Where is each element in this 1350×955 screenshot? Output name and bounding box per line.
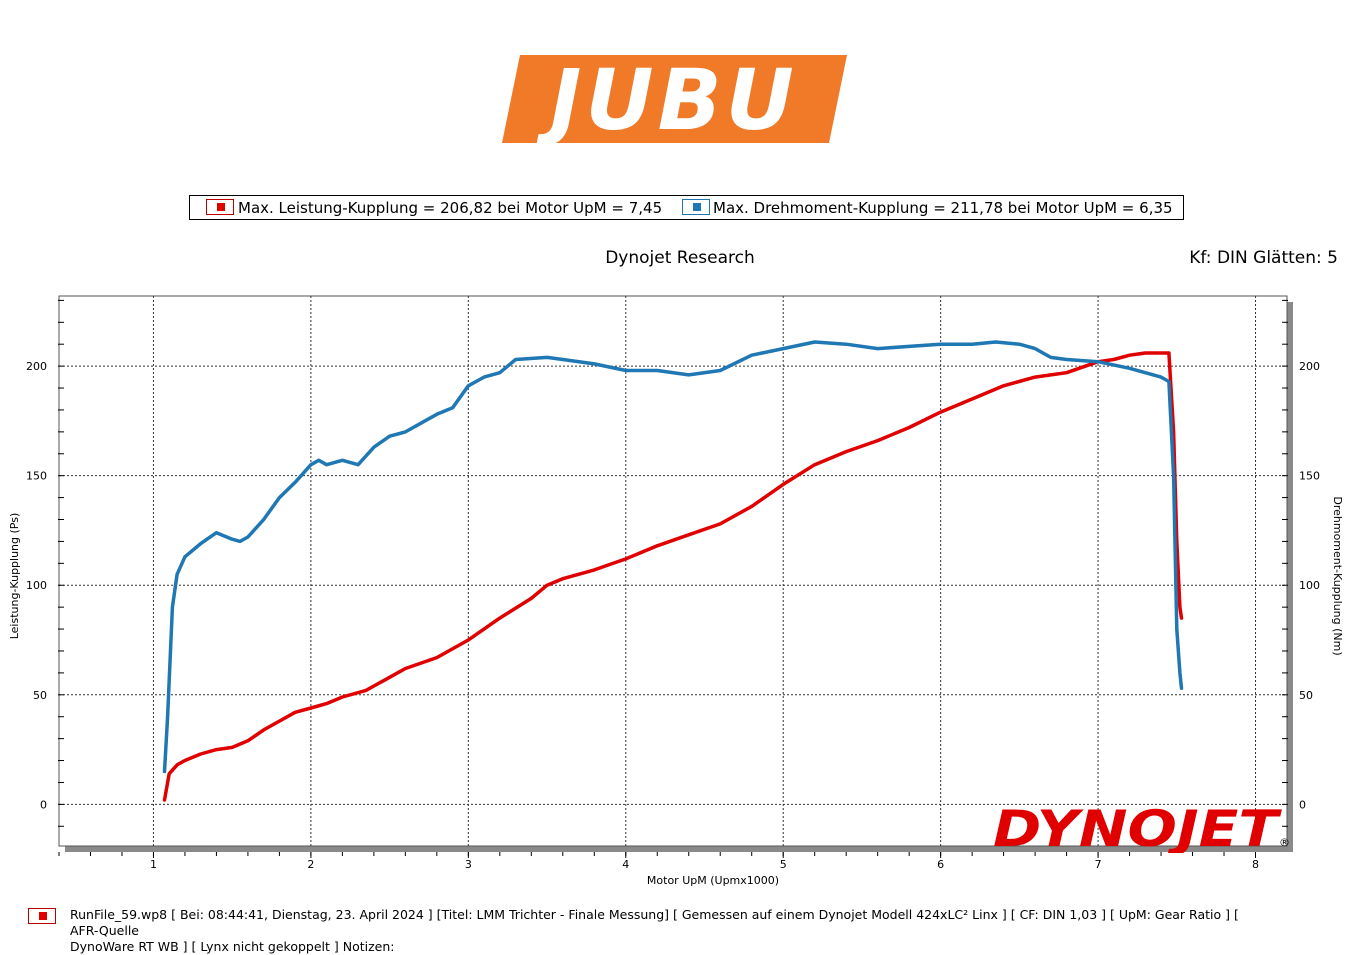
y-tick-label-left: 100: [26, 579, 47, 592]
legend-swatch-power: [206, 199, 234, 215]
registered-mark: ®: [1279, 836, 1290, 849]
y-tick-label-left: 0: [40, 798, 47, 811]
run-info-line-1: RunFile_59.wp8 [ Bei: 08:44:41, Dienstag…: [70, 907, 1239, 938]
y-tick-label-right: 0: [1299, 798, 1306, 811]
chart-legend: Max. Leistung-Kupplung = 206,82 bei Moto…: [189, 195, 1184, 220]
y-tick-label-right: 100: [1299, 579, 1320, 592]
y-tick-label-left: 200: [26, 360, 47, 373]
plot-area: [58, 295, 1288, 847]
power-series-line: [162, 351, 1184, 802]
y-tick-label-right: 50: [1299, 689, 1313, 702]
legend-power-label: Max. Leistung-Kupplung = 206,82 bei Moto…: [238, 199, 663, 217]
x-tick-label: 3: [465, 858, 472, 871]
y-axis-title-left: Leistung-Kupplung (Ps): [8, 513, 21, 640]
y-tick-label-left: 150: [26, 470, 47, 483]
run-info-line-2: DynoWare RT WB ] [ Lynx nicht gekoppelt …: [70, 939, 395, 954]
y-tick-label-left: 50: [33, 689, 47, 702]
x-tick-label: 1: [150, 858, 157, 871]
footer-run-swatch: [28, 908, 56, 924]
x-tick-label: 6: [937, 858, 944, 871]
y-tick-label-right: 200: [1299, 360, 1320, 373]
y-axis-title-right: Drehmoment-Kupplung (Nm): [1331, 496, 1344, 655]
jubu-logo: JUBU: [502, 55, 847, 143]
logo-text: JUBU: [536, 55, 798, 143]
legend-torque-label: Max. Drehmoment-Kupplung = 211,78 bei Mo…: [713, 199, 1173, 217]
run-info: RunFile_59.wp8 [ Bei: 08:44:41, Dienstag…: [70, 907, 1270, 955]
x-tick-label: 5: [780, 858, 787, 871]
chart-title: Dynojet Research: [605, 248, 755, 268]
x-axis-title: Motor UpM (Upmx1000): [647, 874, 779, 887]
y-tick-label-right: 150: [1299, 470, 1320, 483]
legend-swatch-torque: [682, 199, 710, 215]
dynojet-logo: DYNOJET ®: [993, 803, 1290, 853]
x-tick-label: 4: [622, 858, 629, 871]
x-tick-label: 8: [1252, 858, 1259, 871]
x-tick-label: 7: [1095, 858, 1102, 871]
dynojet-text: DYNOJET: [993, 803, 1283, 853]
logo-background: [502, 55, 847, 143]
torque-series-line: [162, 340, 1184, 774]
correction-factor-label: Kf: DIN Glätten: 5: [1189, 248, 1338, 268]
x-tick-label: 2: [307, 858, 314, 871]
